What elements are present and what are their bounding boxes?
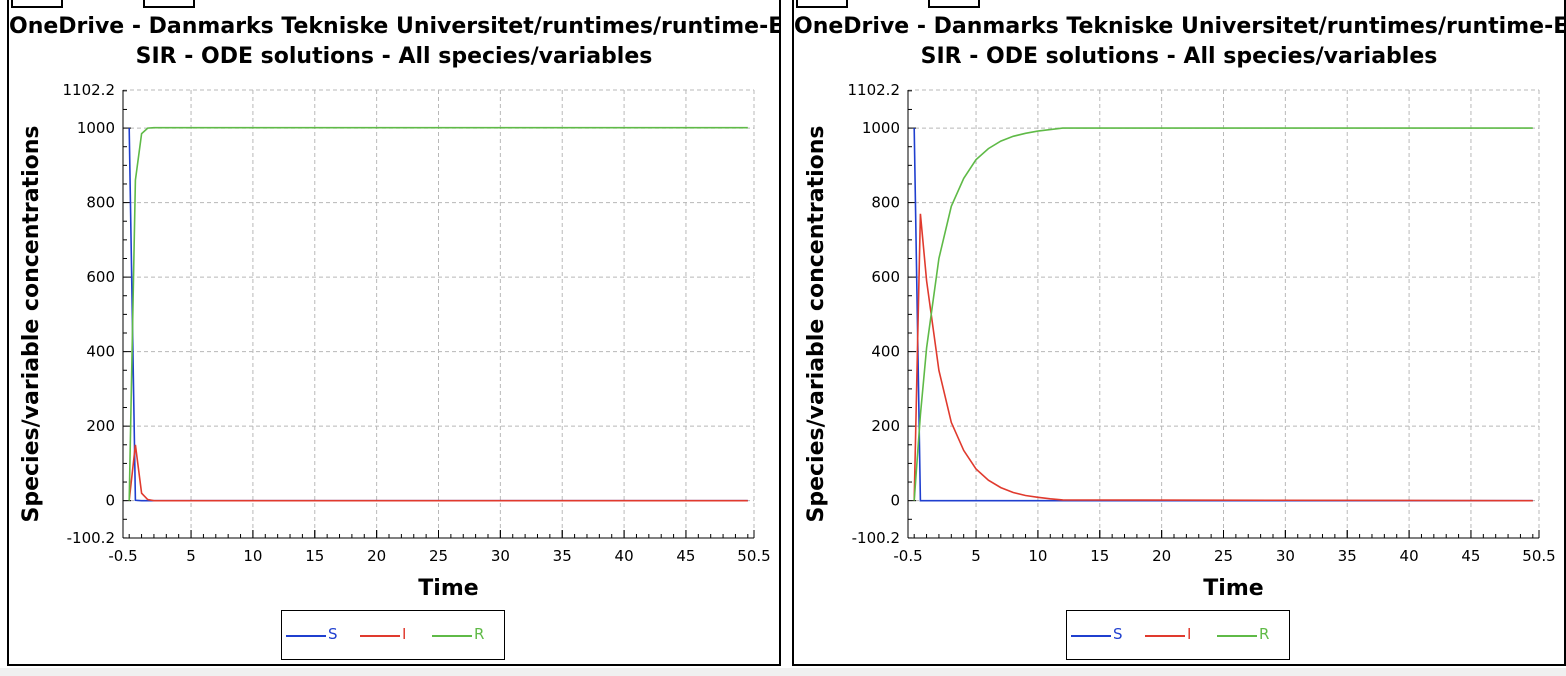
x-tick-label: 20 [367,547,386,565]
y-axis-title: Species/variable concentrations [19,125,44,522]
chart-panel-left: OneDrive - Danmarks Tekniske Universitet… [7,0,781,666]
legend-swatch [286,635,326,637]
x-tick-label: 30 [1276,547,1295,565]
legend-swatch [1071,635,1111,637]
legend-swatch [360,635,400,637]
y-tick-label: 600 [871,268,900,286]
y-tick-label: 1000 [77,119,115,137]
y-tick-label: -100.2 [852,529,900,547]
x-tick-label: 50.5 [1522,547,1555,565]
x-tick-label: 45 [676,547,695,565]
chart-subtitle: SIR - ODE solutions - All species/variab… [135,44,653,69]
x-tick-label: 25 [429,547,448,565]
y-axis-title: Species/variable concentrations [804,125,829,522]
series-line-I [128,444,748,502]
legend-swatch [1217,635,1257,637]
series-line-R [128,126,748,501]
x-tick-label: 35 [1338,547,1357,565]
x-axis-title: Time [418,576,478,601]
x-tick-label: 20 [1152,547,1171,565]
x-tick-label: 45 [1461,547,1480,565]
x-tick-label: 15 [305,547,324,565]
chart-title: OneDrive - Danmarks Tekniske Universitet… [9,14,781,39]
chart-panel-right: OneDrive - Danmarks Tekniske Universitet… [792,0,1566,666]
y-tick-label: 0 [890,492,900,510]
y-tick-label: 200 [86,417,115,435]
y-tick-label: -100.2 [67,529,115,547]
y-tick-label: 600 [86,268,115,286]
x-tick-label: -0.5 [108,547,137,565]
x-tick-label: -0.5 [893,547,922,565]
y-tick-label: 1102.2 [63,81,116,99]
toolbar-stub [928,0,980,8]
x-axis-title: Time [1203,576,1263,601]
toolbar-stub [11,0,63,8]
legend: S I R [1066,610,1290,660]
chart-title: OneDrive - Danmarks Tekniske Universitet… [794,14,1566,39]
legend: S I R [281,610,505,660]
y-tick-label: 0 [105,492,115,510]
x-tick-label: 5 [186,547,196,565]
y-tick-label: 200 [871,417,900,435]
x-tick-label: 30 [491,547,510,565]
toolbar-stub [143,0,195,8]
y-tick-label: 400 [871,343,900,361]
legend-swatch [432,635,472,637]
x-tick-label: 15 [1090,547,1109,565]
y-tick-label: 1000 [862,119,900,137]
x-tick-label: 5 [971,547,981,565]
x-tick-label: 50.5 [737,547,770,565]
x-tick-label: 35 [553,547,572,565]
plot-area: -0.5 5 10 15 20 25 30 35 40 45 50.5 -100.2 0 200 400 60… [804,81,1556,601]
x-tick-label: 10 [1028,547,1047,565]
y-tick-label: 1102.2 [848,81,901,99]
x-tick-label: 10 [243,547,262,565]
series-line-I [913,213,1533,502]
chart-subtitle: SIR - ODE solutions - All species/variab… [920,44,1438,69]
toolbar-stub [796,0,848,8]
x-tick-label: 25 [1214,547,1233,565]
x-tick-label: 40 [615,547,634,565]
y-tick-label: 800 [871,194,900,212]
x-tick-label: 40 [1400,547,1419,565]
legend-swatch [1145,635,1185,637]
bottom-strip [0,668,1566,676]
series-line-R [913,127,1533,501]
y-tick-label: 400 [86,343,115,361]
plot-area: -0.5 5 10 15 20 25 30 35 40 45 50.5 -100.2 0 200 400 60… [19,81,771,601]
y-tick-label: 800 [86,194,115,212]
